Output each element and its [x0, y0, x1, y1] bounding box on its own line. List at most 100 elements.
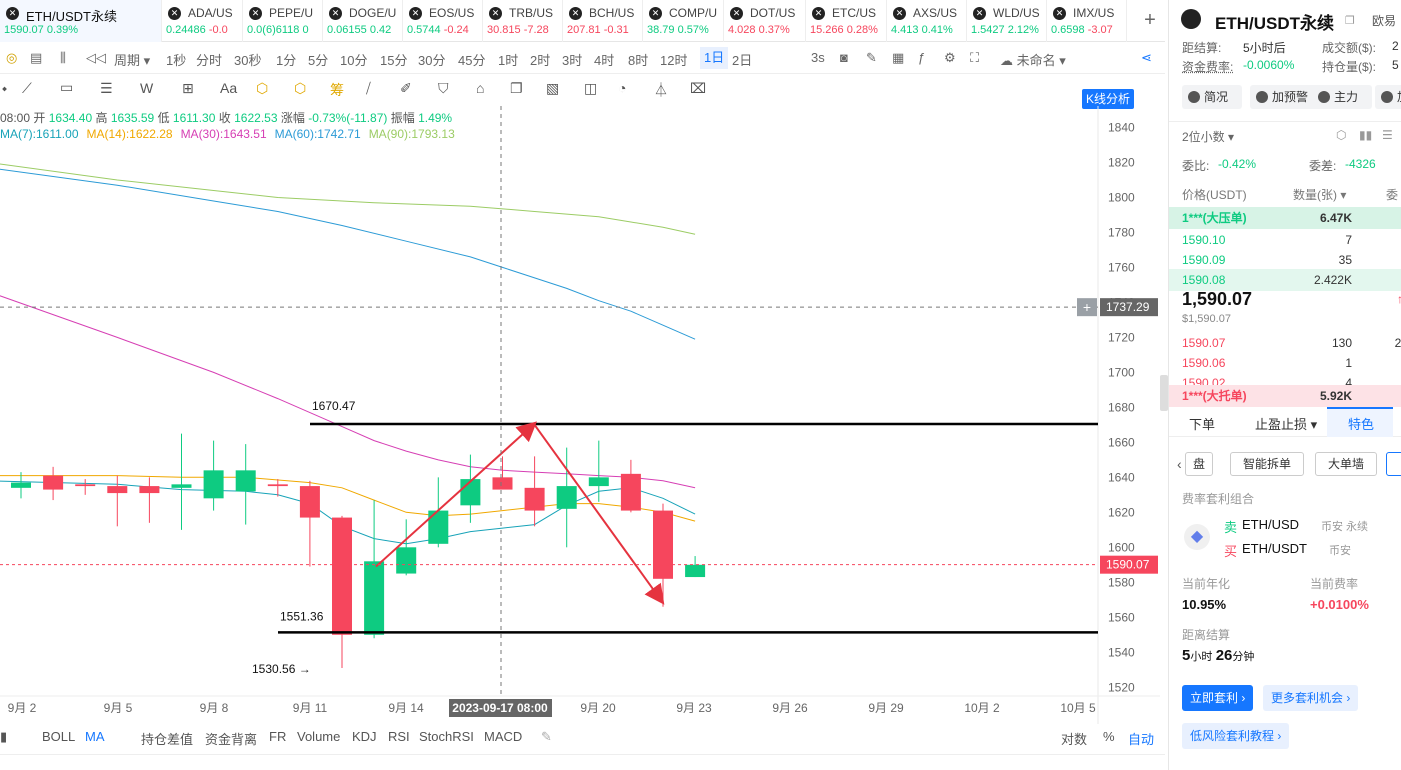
interval-7[interactable]: 30分: [418, 53, 446, 68]
scale-option-2[interactable]: 自动: [1128, 732, 1155, 747]
interval-15[interactable]: 1日: [700, 47, 729, 69]
scale-option-0[interactable]: 对数: [1061, 732, 1088, 747]
copy-tool-icon[interactable]: ❐: [510, 80, 523, 96]
favorite-icon[interactable]: ◎: [6, 50, 18, 65]
settings-icon[interactable]: ⬡: [1336, 128, 1347, 142]
symbol-tab-6[interactable]: ✕ BCH/US 207.81 -0.31: [563, 0, 643, 42]
symbol-tab-1[interactable]: ✕ ADA/US 0.24486 -0.0: [162, 0, 243, 42]
indicator-tab-5[interactable]: Volume: [297, 729, 341, 744]
interval-6[interactable]: 15分: [380, 53, 408, 68]
view-icon[interactable]: ▮▮: [1359, 128, 1373, 142]
feature-split[interactable]: 智能拆单: [1230, 452, 1304, 476]
interval-13[interactable]: 8时: [628, 53, 649, 68]
interval-12[interactable]: 4时: [594, 53, 615, 68]
trendline-tool-icon[interactable]: ⟋: [22, 80, 32, 96]
alert-pill[interactable]: 加预警: [1250, 85, 1322, 109]
indicator-tab-7[interactable]: RSI: [388, 729, 410, 744]
big-buy-row[interactable]: 1***(大托单) 5.92K: [1169, 385, 1401, 407]
indicator-tab-6[interactable]: KDJ: [352, 729, 377, 744]
chevron-left-icon[interactable]: ‹: [1177, 456, 1182, 472]
wave-tool-icon[interactable]: W: [140, 80, 154, 96]
interval-16[interactable]: 2日: [732, 53, 753, 68]
rewind-icon[interactable]: ◁◁: [86, 50, 106, 65]
erase-tool-icon[interactable]: ◔: [618, 80, 627, 96]
layout-dropdown[interactable]: ☁ 未命名 ▾: [1000, 53, 1066, 68]
candlestick-chart[interactable]: 1520 1540 1560 1580 1600 1620 1640 1660 1680 1700…: [0, 0, 1160, 724]
copy-icon[interactable]: ❐: [1345, 15, 1355, 27]
interval-8[interactable]: 45分: [458, 53, 486, 68]
symbol-tab-0[interactable]: ✕ ETH/USDT永续 1590.07 0.39%: [0, 0, 162, 42]
indicator-tab-3[interactable]: 资金背离: [205, 732, 258, 747]
symbol-tab-9[interactable]: ✕ ETC/US 15.266 0.28%: [806, 0, 887, 42]
feature-more[interactable]: [1386, 452, 1401, 476]
interval-2[interactable]: 30秒: [234, 53, 262, 68]
symbol-tab-12[interactable]: ✕ IMX/US 0.6598 -3.07: [1047, 0, 1127, 42]
share-icon[interactable]: ⋖: [1141, 50, 1152, 65]
delete-tool-icon[interactable]: ⌧: [690, 80, 707, 96]
calendar-icon[interactable]: ▤: [30, 50, 43, 65]
add-tab-icon[interactable]: +: [1144, 9, 1156, 31]
col-qty[interactable]: 数量(张) ▾: [1293, 188, 1347, 202]
scale-option-1[interactable]: %: [1103, 729, 1115, 744]
list-icon[interactable]: ☰: [1382, 128, 1393, 142]
edit-indicators-icon[interactable]: ✎: [541, 729, 552, 744]
symbol-tab-3[interactable]: ✕ DOGE/U 0.06155 0.42: [323, 0, 403, 42]
period-dropdown[interactable]: 周期 ▾: [114, 53, 151, 68]
fullscreen-icon[interactable]: ⛶: [970, 50, 980, 65]
rectangle-tool-icon[interactable]: ▭: [60, 79, 74, 95]
interval-9[interactable]: 1时: [498, 53, 519, 68]
lock-tool-icon[interactable]: ⌂: [476, 80, 485, 96]
arb-now-button[interactable]: 立即套利 ›: [1182, 685, 1254, 711]
note-tool-icon[interactable]: ▧: [546, 80, 560, 96]
symbol-tab-2[interactable]: ✕ PEPE/U 0.0(6)6118 0: [243, 0, 323, 42]
more-pill[interactable]: 加: [1375, 85, 1401, 109]
tutorial-button[interactable]: 低风险套利教程 ›: [1182, 723, 1290, 749]
symbol-tab-4[interactable]: ✕ EOS/US 0.5744 -0.24: [403, 0, 483, 42]
kline-analysis-button[interactable]: K线分析: [1082, 89, 1134, 109]
fib-tool-icon[interactable]: ☰: [100, 80, 113, 96]
refresh-interval[interactable]: 3s: [811, 50, 825, 65]
tab-tpsl[interactable]: 止盈止损 ▾: [1255, 417, 1318, 432]
ask-row[interactable]: 1590.09355: [1169, 249, 1401, 271]
text-tool-icon[interactable]: Aa: [220, 80, 238, 96]
symbol-tab-5[interactable]: ✕ TRB/US 30.815 -7.28: [483, 0, 563, 42]
eye-tool-icon[interactable]: ◫: [584, 80, 598, 96]
measure-tool-icon[interactable]: ⊞: [182, 80, 194, 96]
grid-icon[interactable]: ▦: [892, 50, 905, 65]
bid-row[interactable]: 1590.06 1: [1169, 352, 1401, 374]
camera-icon[interactable]: ◙: [840, 50, 848, 65]
symbol-tab-8[interactable]: ✕ DOT/US 4.028 0.37%: [724, 0, 806, 42]
interval-5[interactable]: 10分: [340, 53, 368, 68]
crosshair-tool-icon[interactable]: ⬩: [2, 80, 8, 96]
feature-wall[interactable]: 大单墙: [1315, 452, 1377, 476]
ruler-tool-icon[interactable]: ⧸: [366, 80, 371, 96]
symbol-tab-10[interactable]: ✕ AXS/US 4.413 0.41%: [887, 0, 967, 42]
symbol-tab-11[interactable]: ✕ WLD/US 1.5427 2.12%: [967, 0, 1047, 42]
chart-type-icon[interactable]: ⫼: [60, 50, 66, 65]
mainforce-pill[interactable]: 主力: [1312, 85, 1372, 109]
indicator-tab-8[interactable]: StochRSI: [419, 729, 474, 744]
indicator-tab-2[interactable]: 持仓差值: [141, 732, 194, 747]
interval-14[interactable]: 12时: [660, 53, 688, 68]
interval-4[interactable]: 5分: [308, 53, 329, 68]
more-arb-button[interactable]: 更多套利机会 ›: [1263, 685, 1359, 711]
panel-toggle-icon[interactable]: ▮: [0, 729, 8, 744]
indicator-tab-4[interactable]: FR: [269, 729, 287, 744]
panel-resize-handle[interactable]: [1160, 375, 1168, 411]
chip-tool-icon[interactable]: 筹: [330, 82, 344, 98]
pattern2-tool-icon[interactable]: ⬡: [294, 80, 307, 96]
indicator-tab-9[interactable]: MACD: [484, 729, 523, 744]
brush-tool-icon[interactable]: ✐: [400, 80, 412, 96]
tab-order[interactable]: 下单: [1189, 417, 1216, 432]
decimals-dropdown[interactable]: 2位小数 ▾: [1182, 130, 1235, 144]
interval-0[interactable]: 1秒: [166, 53, 187, 68]
edit-icon[interactable]: ✎: [866, 50, 877, 65]
indicator-icon[interactable]: ƒ: [918, 50, 926, 65]
interval-3[interactable]: 1分: [276, 53, 297, 68]
symbol-tab-7[interactable]: ✕ COMP/U 38.79 0.57%: [643, 0, 724, 42]
filter-tool-icon[interactable]: ⏃: [654, 82, 668, 98]
tab-feature[interactable]: 特色: [1348, 417, 1375, 432]
pattern-tool-icon[interactable]: ⬡: [256, 80, 269, 96]
indicator-tab-0[interactable]: BOLL: [42, 729, 76, 744]
